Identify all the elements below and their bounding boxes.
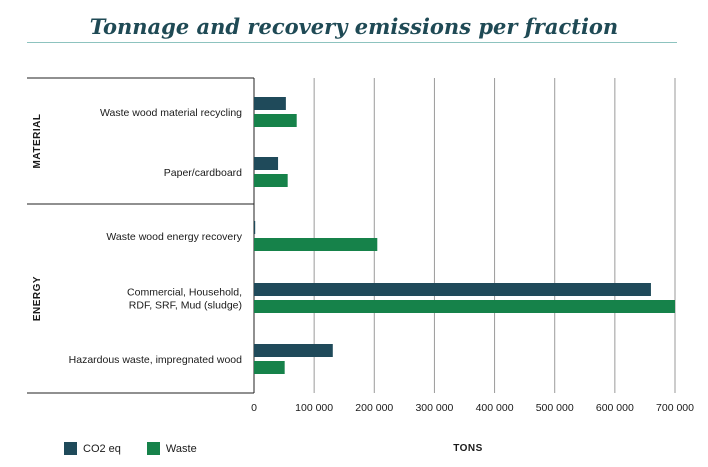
x-tick-label: 700 000 xyxy=(656,402,694,414)
bar-waste xyxy=(254,300,675,313)
x-tick-label: 500 000 xyxy=(536,402,574,414)
bar-co2 xyxy=(254,283,651,296)
category-label: Waste wood material recycling xyxy=(100,107,242,119)
category-label: Hazardous waste, impregnated wood xyxy=(69,354,243,366)
group-label: MATERIAL xyxy=(32,114,43,169)
x-tick-label: 200 000 xyxy=(355,402,393,414)
x-tick-label: 400 000 xyxy=(476,402,514,414)
bar-co2 xyxy=(254,221,256,234)
bar-waste xyxy=(254,114,297,127)
legend-swatch-co2 xyxy=(64,442,77,455)
bar-waste xyxy=(254,174,288,187)
group-label: ENERGY xyxy=(32,276,43,321)
title-divider xyxy=(27,42,677,43)
legend-label-waste: Waste xyxy=(165,442,197,455)
category-label: Commercial, Household, xyxy=(127,287,242,299)
legend-item-co2: CO2 eq xyxy=(64,442,121,455)
category-label: RDF, SRF, Mud (sludge) xyxy=(129,300,242,312)
x-tick-label: 600 000 xyxy=(596,402,634,414)
category-label: Waste wood energy recovery xyxy=(106,231,242,243)
bar-waste xyxy=(254,238,378,251)
bar-co2 xyxy=(254,97,286,110)
chart-title: Tonnage and recovery emissions per fract… xyxy=(89,14,619,39)
x-tick-label: 0 xyxy=(251,402,257,414)
bar-co2 xyxy=(254,157,279,170)
legend-swatch-waste xyxy=(146,442,160,455)
x-axis-label: TONS xyxy=(453,443,483,454)
bar-co2 xyxy=(254,344,333,357)
x-tick-label: 300 000 xyxy=(415,402,453,414)
x-tick-label: 100 000 xyxy=(295,402,333,414)
legend-label-co2: CO2 eq xyxy=(83,442,121,455)
bar-waste xyxy=(254,361,285,374)
legend-item-waste: Waste xyxy=(146,442,197,455)
legend: CO2 eq Waste xyxy=(64,442,223,455)
category-label: Paper/cardboard xyxy=(164,167,242,179)
